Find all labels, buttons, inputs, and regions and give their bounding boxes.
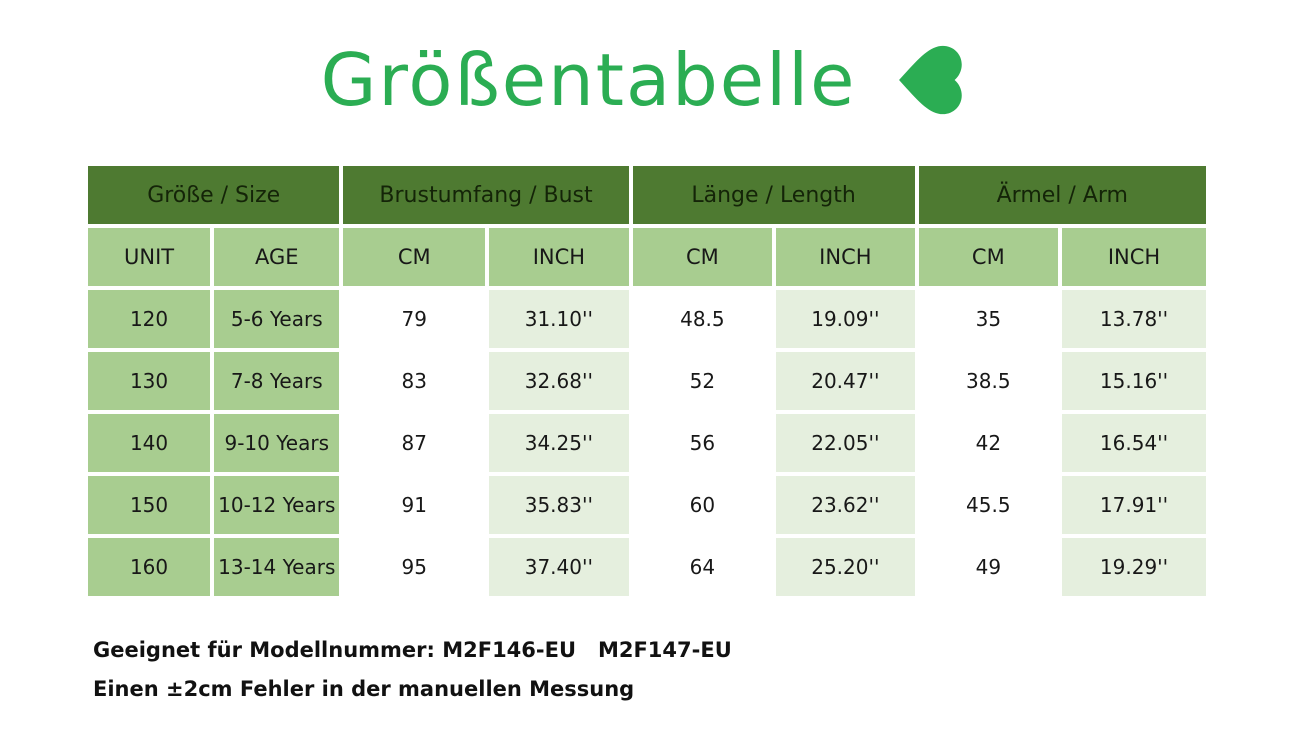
table-row: 150 10-12 Years 91 35.83'' 60 23.62'' 45… [88,476,1206,534]
sub-header-unit: UNIT [88,228,211,286]
cell-length-inch: 19.09'' [776,290,915,348]
cell-unit: 120 [88,290,211,348]
cell-arm-inch: 19.29'' [1062,538,1206,596]
group-header-arm: Ärmel / Arm [918,166,1206,224]
measurement-tolerance-note: Einen ±2cm Fehler in der manuellen Messu… [93,677,635,701]
cell-age: 10-12 Years [214,476,340,534]
cell-bust-inch: 32.68'' [489,352,629,410]
cell-length-cm: 52 [632,352,773,410]
cell-arm-cm: 35 [918,290,1059,348]
sub-header-bust-inch: INCH [489,228,629,286]
cell-arm-cm: 45.5 [918,476,1059,534]
cell-bust-inch: 31.10'' [489,290,629,348]
cell-bust-cm: 87 [343,414,486,472]
cell-unit: 130 [88,352,211,410]
cell-unit: 140 [88,414,211,472]
sub-header-arm-cm: CM [918,228,1059,286]
group-header-length: Länge / Length [632,166,915,224]
cell-arm-inch: 17.91'' [1062,476,1206,534]
cell-length-inch: 22.05'' [776,414,915,472]
cell-length-inch: 25.20'' [776,538,915,596]
sub-header-bust-cm: CM [343,228,486,286]
cell-bust-cm: 79 [343,290,486,348]
cell-length-inch: 23.62'' [776,476,915,534]
cell-bust-inch: 37.40'' [489,538,629,596]
title-row: Größentabelle [0,10,1293,150]
sub-header-row: UNIT AGE CM INCH CM INCH CM INCH [88,228,1206,286]
cell-age: 5-6 Years [214,290,340,348]
model-number-note: Geeignet für Modellnummer: M2F146-EU M2F… [93,638,732,662]
cell-unit: 160 [88,538,211,596]
table-row: 130 7-8 Years 83 32.68'' 52 20.47'' 38.5… [88,352,1206,410]
sub-header-length-inch: INCH [776,228,915,286]
size-table: Größe / Size Brustumfang / Bust Länge / … [84,162,1210,600]
cell-length-cm: 48.5 [632,290,773,348]
cell-length-cm: 64 [632,538,773,596]
cell-bust-cm: 83 [343,352,486,410]
sub-header-length-cm: CM [632,228,773,286]
cell-bust-cm: 91 [343,476,486,534]
table-row: 120 5-6 Years 79 31.10'' 48.5 19.09'' 35… [88,290,1206,348]
cell-arm-inch: 16.54'' [1062,414,1206,472]
cell-bust-inch: 34.25'' [489,414,629,472]
cell-bust-cm: 95 [343,538,486,596]
cell-arm-inch: 13.78'' [1062,290,1206,348]
cell-length-cm: 56 [632,414,773,472]
cell-length-cm: 60 [632,476,773,534]
footer-notes: Geeignet für Modellnummer: M2F146-EU M2F… [93,638,732,716]
table-row: 160 13-14 Years 95 37.40'' 64 25.20'' 49… [88,538,1206,596]
group-header-bust: Brustumfang / Bust [343,166,629,224]
cell-arm-inch: 15.16'' [1062,352,1206,410]
sub-header-age: AGE [214,228,340,286]
cell-age: 9-10 Years [214,414,340,472]
cell-age: 7-8 Years [214,352,340,410]
cell-unit: 150 [88,476,211,534]
group-header-size: Größe / Size [88,166,340,224]
cell-bust-inch: 35.83'' [489,476,629,534]
cell-age: 13-14 Years [214,538,340,596]
heart-icon [899,45,963,115]
cell-arm-cm: 42 [918,414,1059,472]
cell-length-inch: 20.47'' [776,352,915,410]
group-header-row: Größe / Size Brustumfang / Bust Länge / … [88,166,1206,224]
cell-arm-cm: 49 [918,538,1059,596]
cell-arm-cm: 38.5 [918,352,1059,410]
table-row: 140 9-10 Years 87 34.25'' 56 22.05'' 42 … [88,414,1206,472]
page-title: Größentabelle [320,38,857,122]
sub-header-arm-inch: INCH [1062,228,1206,286]
